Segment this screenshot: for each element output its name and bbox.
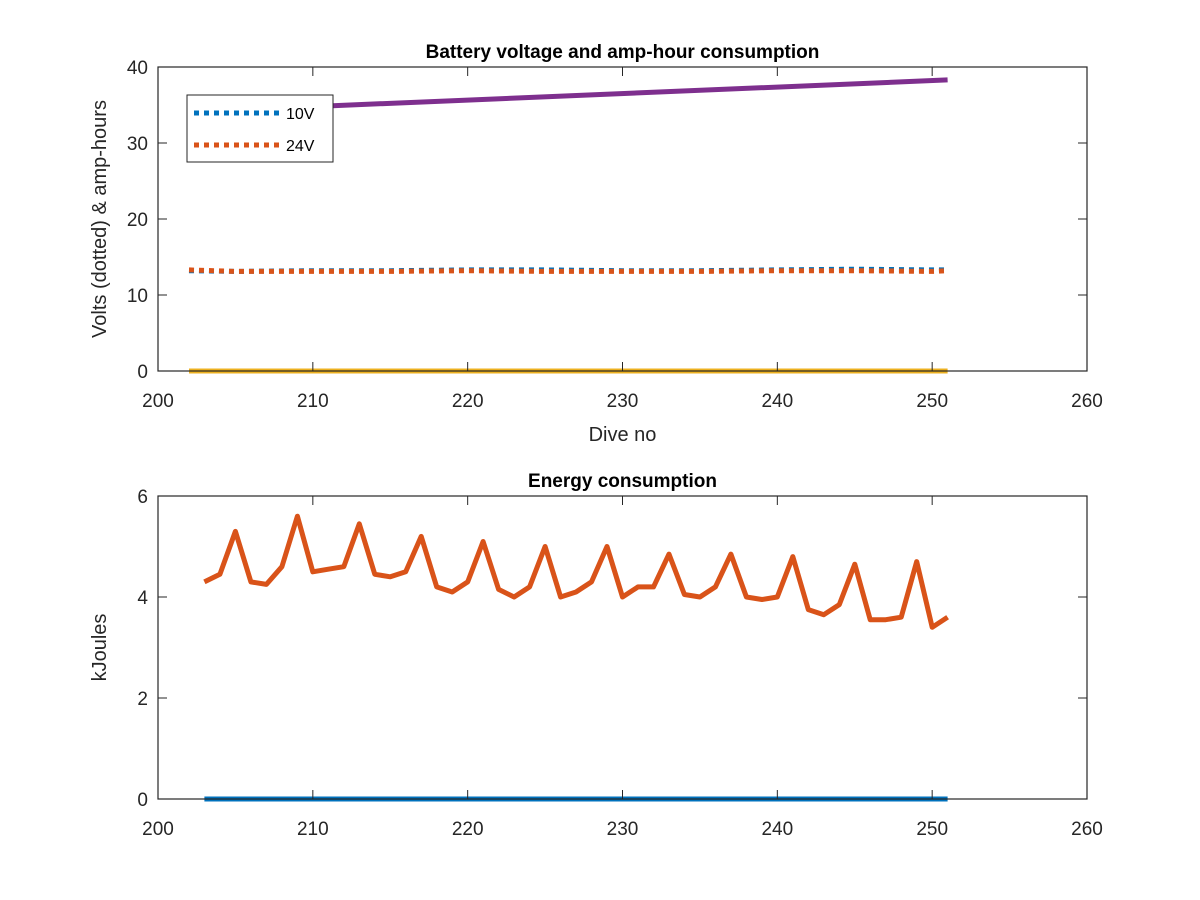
bottom-chart-title: Energy consumption xyxy=(528,471,717,492)
x-tick-label: 240 xyxy=(761,391,793,412)
series-line-energy xyxy=(203,513,949,630)
legend-label-24v: 24V xyxy=(286,138,315,155)
x-tick-label: 230 xyxy=(607,819,639,840)
y-tick-label: 30 xyxy=(127,134,148,155)
x-tick-label: 260 xyxy=(1071,819,1103,840)
legend-label-10v: 10V xyxy=(286,106,315,123)
x-tick-label: 250 xyxy=(916,391,948,412)
bottom-axes: 200 210 220 230 240 250 260 0 2 4 6 Energy consump… xyxy=(89,471,1103,840)
legend-entry-10v: 10V xyxy=(194,106,315,123)
bottom-ticks: 200 210 220 230 240 250 260 0 2 4 6 xyxy=(137,487,1102,840)
y-tick-label: 4 xyxy=(137,588,148,609)
x-tick-label: 220 xyxy=(452,819,484,840)
x-tick-label: 210 xyxy=(297,819,329,840)
bottom-y-axis-label: kJoules xyxy=(89,614,111,682)
legend: 10V 24V xyxy=(186,94,334,163)
y-tick-label: 0 xyxy=(137,790,148,811)
legend-entry-24v: 24V xyxy=(194,138,315,155)
y-tick-label: 40 xyxy=(127,58,148,79)
top-y-axis-label: Volts (dotted) & amp-hours xyxy=(89,100,111,338)
x-tick-label: 250 xyxy=(916,819,948,840)
top-x-axis-label: Dive no xyxy=(589,424,657,446)
y-tick-label: 6 xyxy=(137,487,148,508)
y-tick-label: 20 xyxy=(127,210,148,231)
x-tick-label: 240 xyxy=(761,819,793,840)
x-tick-label: 220 xyxy=(452,391,484,412)
y-tick-label: 10 xyxy=(127,286,148,307)
x-tick-label: 200 xyxy=(142,819,174,840)
x-tick-label: 260 xyxy=(1071,391,1103,412)
legend-box xyxy=(186,94,334,163)
x-tick-label: 200 xyxy=(142,391,174,412)
y-tick-label: 2 xyxy=(137,689,148,710)
top-axes: 200 210 220 230 240 250 260 0 10 20 30 40 Battery v… xyxy=(89,42,1103,446)
y-tick-label: 0 xyxy=(137,362,148,383)
top-ticks: 200 210 220 230 240 250 260 0 10 20 30 40 xyxy=(127,58,1103,412)
series-line-24v xyxy=(188,267,948,274)
x-tick-label: 230 xyxy=(607,391,639,412)
x-tick-label: 210 xyxy=(297,391,329,412)
top-chart-title: Battery voltage and amp-hour consumption xyxy=(426,42,820,63)
